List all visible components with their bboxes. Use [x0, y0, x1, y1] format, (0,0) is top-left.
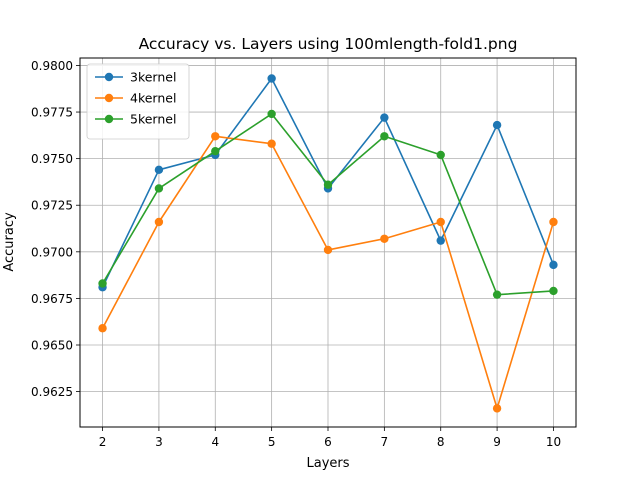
legend-label: 3kernel	[130, 70, 176, 85]
legend-marker	[104, 72, 114, 82]
data-point	[154, 165, 164, 175]
y-axis-label: Accuracy	[2, 212, 17, 272]
data-point	[549, 217, 558, 227]
y-tick-label: 0.9625	[31, 385, 73, 399]
x-tick-label: 4	[211, 435, 219, 449]
data-point	[436, 150, 445, 160]
x-tick-label: 6	[324, 435, 332, 449]
data-point	[380, 132, 389, 141]
data-point	[323, 245, 333, 255]
data-point	[267, 74, 276, 83]
y-axis-ticks: 0.9625 0.9650 0.9675 0.9700 0.9725 0.9750 0.97…	[31, 59, 80, 399]
x-tick-label: 9	[493, 435, 501, 449]
y-tick-label: 0.9675	[31, 292, 73, 306]
legend-item: 4kernel	[95, 91, 176, 106]
data-point	[267, 139, 276, 148]
y-tick-label: 0.9800	[31, 59, 73, 73]
y-tick-label: 0.9650	[31, 339, 73, 353]
legend-item: 3kernel	[95, 70, 176, 85]
data-point	[380, 234, 389, 243]
data-point	[549, 260, 558, 270]
legend: 3kernel 4kernel 5kernel	[86, 63, 190, 140]
data-point	[492, 404, 502, 413]
data-point	[211, 146, 220, 156]
data-point	[492, 290, 502, 299]
data-point	[549, 286, 558, 296]
data-point	[154, 184, 164, 193]
legend-marker	[104, 93, 114, 103]
series-5kernel	[98, 109, 558, 299]
x-axis-label: Layers	[306, 456, 349, 471]
legend-label: 4kernel	[130, 91, 176, 106]
x-tick-label: 2	[99, 435, 107, 449]
data-point	[267, 109, 276, 119]
data-point	[154, 217, 164, 227]
x-axis-ticks: 2 3 4 5 6 7 8 9 10	[99, 427, 561, 449]
data-point	[98, 279, 107, 288]
data-point	[98, 324, 107, 333]
data-point	[492, 120, 502, 130]
y-tick-label: 0.9775	[31, 106, 73, 120]
legend-marker	[104, 114, 114, 124]
data-point	[380, 113, 389, 122]
legend-label: 5kernel	[130, 112, 176, 127]
x-tick-label: 7	[381, 435, 389, 449]
data-point	[211, 132, 220, 141]
y-tick-label: 0.9700	[31, 245, 73, 259]
x-tick-label: 5	[268, 435, 276, 449]
series-4kernel	[98, 132, 558, 413]
x-tick-label: 10	[546, 435, 561, 449]
data-point	[436, 236, 445, 245]
legend-item: 5kernel	[95, 112, 176, 127]
chart-title: Accuracy vs. Layers using 100mlength-fol…	[139, 35, 518, 53]
grid	[80, 58, 576, 427]
y-tick-label: 0.9725	[31, 199, 73, 213]
series-lines	[98, 74, 558, 413]
x-tick-label: 8	[437, 435, 445, 449]
data-point	[436, 217, 445, 227]
x-tick-label: 3	[155, 435, 163, 449]
data-point	[323, 180, 333, 189]
y-tick-label: 0.9750	[31, 152, 73, 166]
